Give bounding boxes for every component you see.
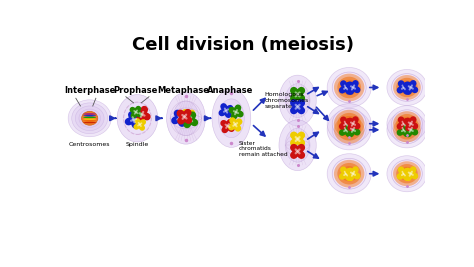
- Text: Anaphase: Anaphase: [207, 86, 253, 95]
- Ellipse shape: [225, 109, 238, 128]
- Ellipse shape: [334, 110, 365, 138]
- Ellipse shape: [396, 120, 418, 140]
- Ellipse shape: [117, 95, 158, 142]
- Ellipse shape: [387, 106, 427, 142]
- Ellipse shape: [396, 164, 418, 183]
- Text: Sister
chromatids
remain attached: Sister chromatids remain attached: [239, 141, 288, 157]
- Ellipse shape: [285, 84, 310, 117]
- Ellipse shape: [337, 77, 361, 98]
- Ellipse shape: [399, 167, 415, 181]
- Ellipse shape: [82, 112, 97, 124]
- Ellipse shape: [399, 117, 415, 131]
- Ellipse shape: [212, 89, 251, 147]
- Ellipse shape: [332, 158, 366, 189]
- Ellipse shape: [285, 128, 310, 162]
- Ellipse shape: [86, 115, 93, 121]
- Ellipse shape: [72, 103, 108, 134]
- Ellipse shape: [75, 106, 104, 131]
- Ellipse shape: [332, 115, 366, 145]
- Ellipse shape: [83, 118, 96, 120]
- Ellipse shape: [387, 156, 427, 192]
- Ellipse shape: [392, 116, 422, 144]
- Ellipse shape: [392, 160, 422, 188]
- Ellipse shape: [337, 119, 361, 141]
- Ellipse shape: [387, 69, 427, 105]
- Ellipse shape: [334, 116, 365, 144]
- Ellipse shape: [83, 117, 96, 118]
- Ellipse shape: [393, 111, 421, 136]
- Ellipse shape: [341, 80, 358, 95]
- Text: Centrosomes: Centrosomes: [69, 142, 110, 147]
- Ellipse shape: [396, 114, 418, 134]
- Ellipse shape: [393, 161, 421, 186]
- Ellipse shape: [334, 160, 365, 188]
- Ellipse shape: [79, 109, 100, 128]
- Ellipse shape: [393, 117, 421, 142]
- Ellipse shape: [337, 163, 361, 184]
- Ellipse shape: [393, 75, 421, 100]
- Ellipse shape: [68, 100, 111, 137]
- Ellipse shape: [327, 110, 371, 150]
- Ellipse shape: [334, 74, 365, 101]
- Ellipse shape: [173, 101, 199, 136]
- Text: Metaphase: Metaphase: [158, 86, 210, 95]
- Ellipse shape: [396, 78, 418, 97]
- Text: Spindle: Spindle: [126, 142, 149, 147]
- Ellipse shape: [279, 75, 316, 126]
- Ellipse shape: [327, 68, 371, 108]
- Ellipse shape: [392, 110, 422, 138]
- Ellipse shape: [387, 112, 427, 148]
- Ellipse shape: [83, 122, 96, 123]
- Ellipse shape: [124, 103, 151, 134]
- Ellipse shape: [180, 110, 192, 127]
- Text: Prophase: Prophase: [113, 86, 157, 95]
- Ellipse shape: [332, 108, 366, 139]
- Ellipse shape: [83, 115, 96, 116]
- Ellipse shape: [341, 116, 358, 131]
- Ellipse shape: [399, 123, 415, 137]
- Ellipse shape: [131, 110, 144, 126]
- Ellipse shape: [341, 166, 358, 181]
- Ellipse shape: [279, 120, 316, 171]
- Ellipse shape: [337, 113, 361, 135]
- Ellipse shape: [332, 72, 366, 103]
- Ellipse shape: [399, 81, 415, 95]
- Text: Interphase: Interphase: [64, 86, 115, 95]
- Ellipse shape: [327, 154, 371, 194]
- Ellipse shape: [83, 120, 96, 121]
- Ellipse shape: [219, 99, 244, 138]
- Text: Homologous
chromosomes
separate: Homologous chromosomes separate: [264, 92, 309, 109]
- Text: Cell division (meiosis): Cell division (meiosis): [132, 36, 354, 54]
- Ellipse shape: [166, 92, 205, 144]
- Ellipse shape: [292, 92, 304, 109]
- Ellipse shape: [392, 74, 422, 101]
- Ellipse shape: [124, 102, 151, 135]
- Ellipse shape: [82, 111, 98, 125]
- Ellipse shape: [327, 104, 371, 144]
- Ellipse shape: [292, 137, 304, 154]
- Ellipse shape: [341, 122, 358, 138]
- Ellipse shape: [83, 113, 96, 115]
